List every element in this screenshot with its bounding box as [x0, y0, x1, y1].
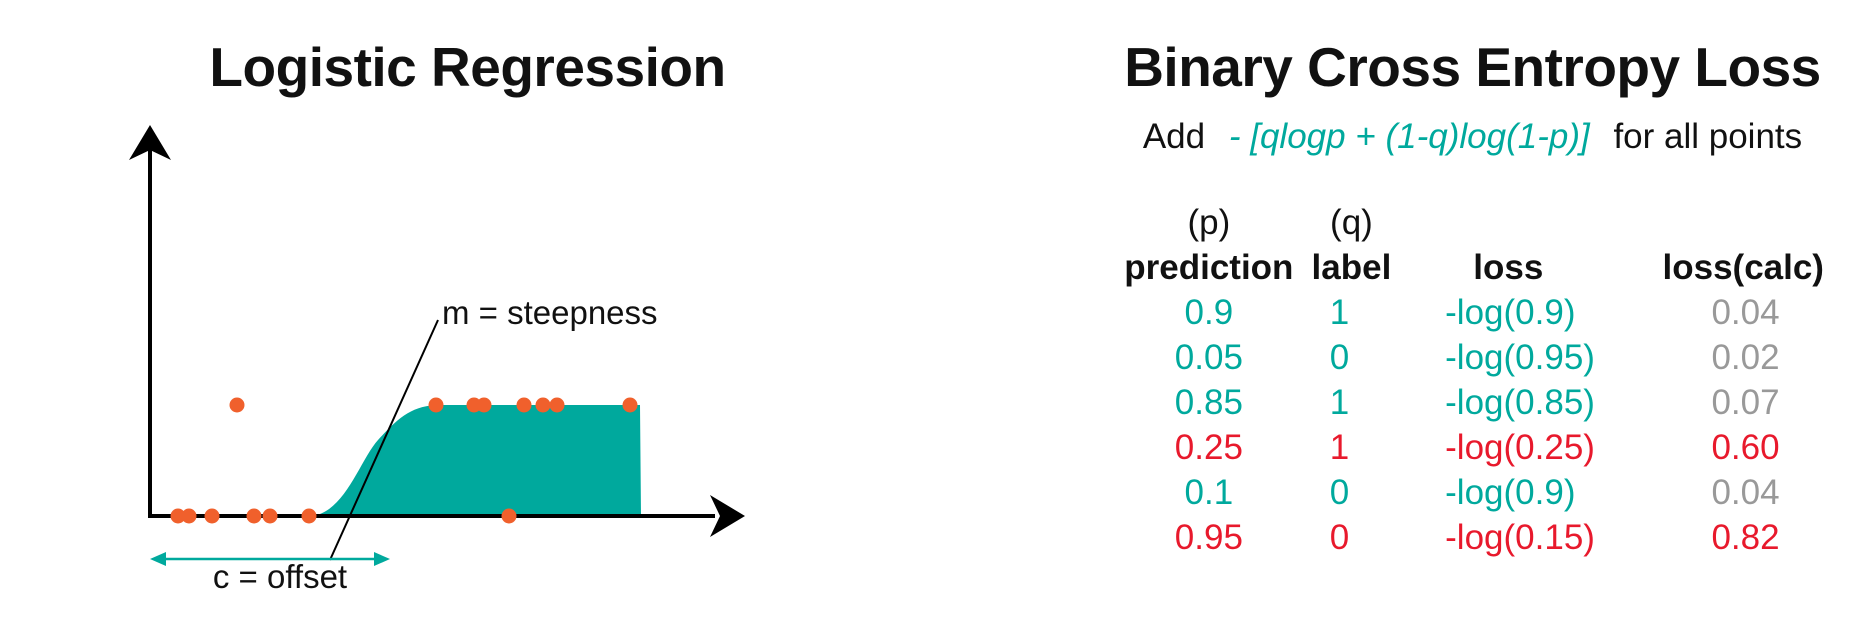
data-point: [246, 508, 262, 524]
loss-calc-cell: 0.60: [1711, 428, 1780, 467]
subheader-q: (q): [1330, 203, 1373, 242]
offset-arrow-left-head: [150, 552, 166, 566]
formula-prefix: Add: [1142, 117, 1206, 156]
prediction-cell: 0.05: [1174, 338, 1243, 377]
offset-label: c = offset: [213, 558, 347, 595]
loss-cell: -log(0.9): [1445, 473, 1576, 512]
x-axis-arrow: [710, 495, 745, 537]
label-cell: 1: [1329, 428, 1350, 467]
prediction-cell: 0.1: [1184, 473, 1234, 512]
loss-calc-cell: 0.02: [1711, 338, 1780, 377]
table-row: 0.1 0 -log(0.9) 0.04: [1120, 470, 1875, 515]
sigmoid-curve: [312, 405, 641, 516]
y-axis-arrow: [129, 125, 171, 160]
label-cell: 0: [1329, 338, 1350, 377]
offset-arrow-right-head: [374, 552, 390, 566]
data-point: [535, 397, 551, 413]
steepness-label: m = steepness: [442, 294, 658, 331]
loss-calc-cell: 0.04: [1711, 293, 1780, 332]
data-point: [262, 508, 278, 524]
label-cell: 1: [1329, 383, 1350, 422]
loss-rows: 0.9 1 -log(0.9) 0.04 0.05 0 -log(0.95) 0.02 0.85…: [1120, 290, 1875, 560]
data-point: [428, 397, 444, 413]
loss-cell: -log(0.15): [1445, 518, 1595, 557]
table-row: 0.25 1 -log(0.25) 0.60: [1120, 425, 1875, 470]
loss-calc-cell: 0.04: [1711, 473, 1780, 512]
prediction-cell: 0.95: [1174, 518, 1243, 557]
label-cell: 1: [1329, 293, 1350, 332]
steepness-leader-line: [329, 319, 439, 561]
loss-table: (p) (q) prediction label loss loss(calc)…: [1120, 200, 1875, 560]
data-point: [181, 508, 197, 524]
data-point: [622, 397, 638, 413]
data-point: [549, 397, 565, 413]
loss-cell: -log(0.9): [1445, 293, 1576, 332]
label-cell: 0: [1329, 473, 1350, 512]
prediction-cell: 0.85: [1174, 383, 1243, 422]
loss-cell: -log(0.95): [1445, 338, 1595, 377]
loss-calc-cell: 0.82: [1711, 518, 1780, 557]
bce-formula: - [qlogp + (1-q)log(1-p)]: [1228, 117, 1590, 156]
label-cell: 0: [1329, 518, 1350, 557]
loss-calc-cell: 0.07: [1711, 383, 1780, 422]
data-point: [301, 508, 317, 524]
right-title: Binary Cross Entropy Loss: [1124, 36, 1821, 98]
prediction-cell: 0.25: [1174, 428, 1243, 467]
data-point: [516, 397, 532, 413]
table-row: 0.95 0 -log(0.15) 0.82: [1120, 515, 1875, 560]
data-point: [476, 397, 492, 413]
loss-cell: -log(0.85): [1445, 383, 1595, 422]
data-point: [170, 508, 186, 524]
data-point: [229, 397, 245, 413]
header-loss: loss: [1473, 248, 1544, 287]
subheader-p: (p): [1187, 203, 1231, 242]
table-row: 0.9 1 -log(0.9) 0.04: [1120, 290, 1875, 335]
header-prediction: prediction: [1124, 248, 1294, 287]
data-point: [204, 508, 220, 524]
header-label: label: [1311, 248, 1392, 287]
data-point: [501, 508, 517, 524]
logistic-diagram: m = steepness c = offset: [129, 125, 745, 595]
table-row: 0.05 0 -log(0.95) 0.02: [1120, 335, 1875, 380]
table-row: 0.85 1 -log(0.85) 0.07: [1120, 380, 1875, 425]
formula-suffix: for all points: [1613, 117, 1803, 156]
left-title: Logistic Regression: [209, 36, 726, 98]
loss-cell: -log(0.25): [1445, 428, 1595, 467]
formula-line: Add - [qlogp + (1-q)log(1-p)] for all po…: [1070, 112, 1875, 162]
header-loss-calc: loss(calc): [1662, 248, 1824, 287]
prediction-cell: 0.9: [1184, 293, 1234, 332]
